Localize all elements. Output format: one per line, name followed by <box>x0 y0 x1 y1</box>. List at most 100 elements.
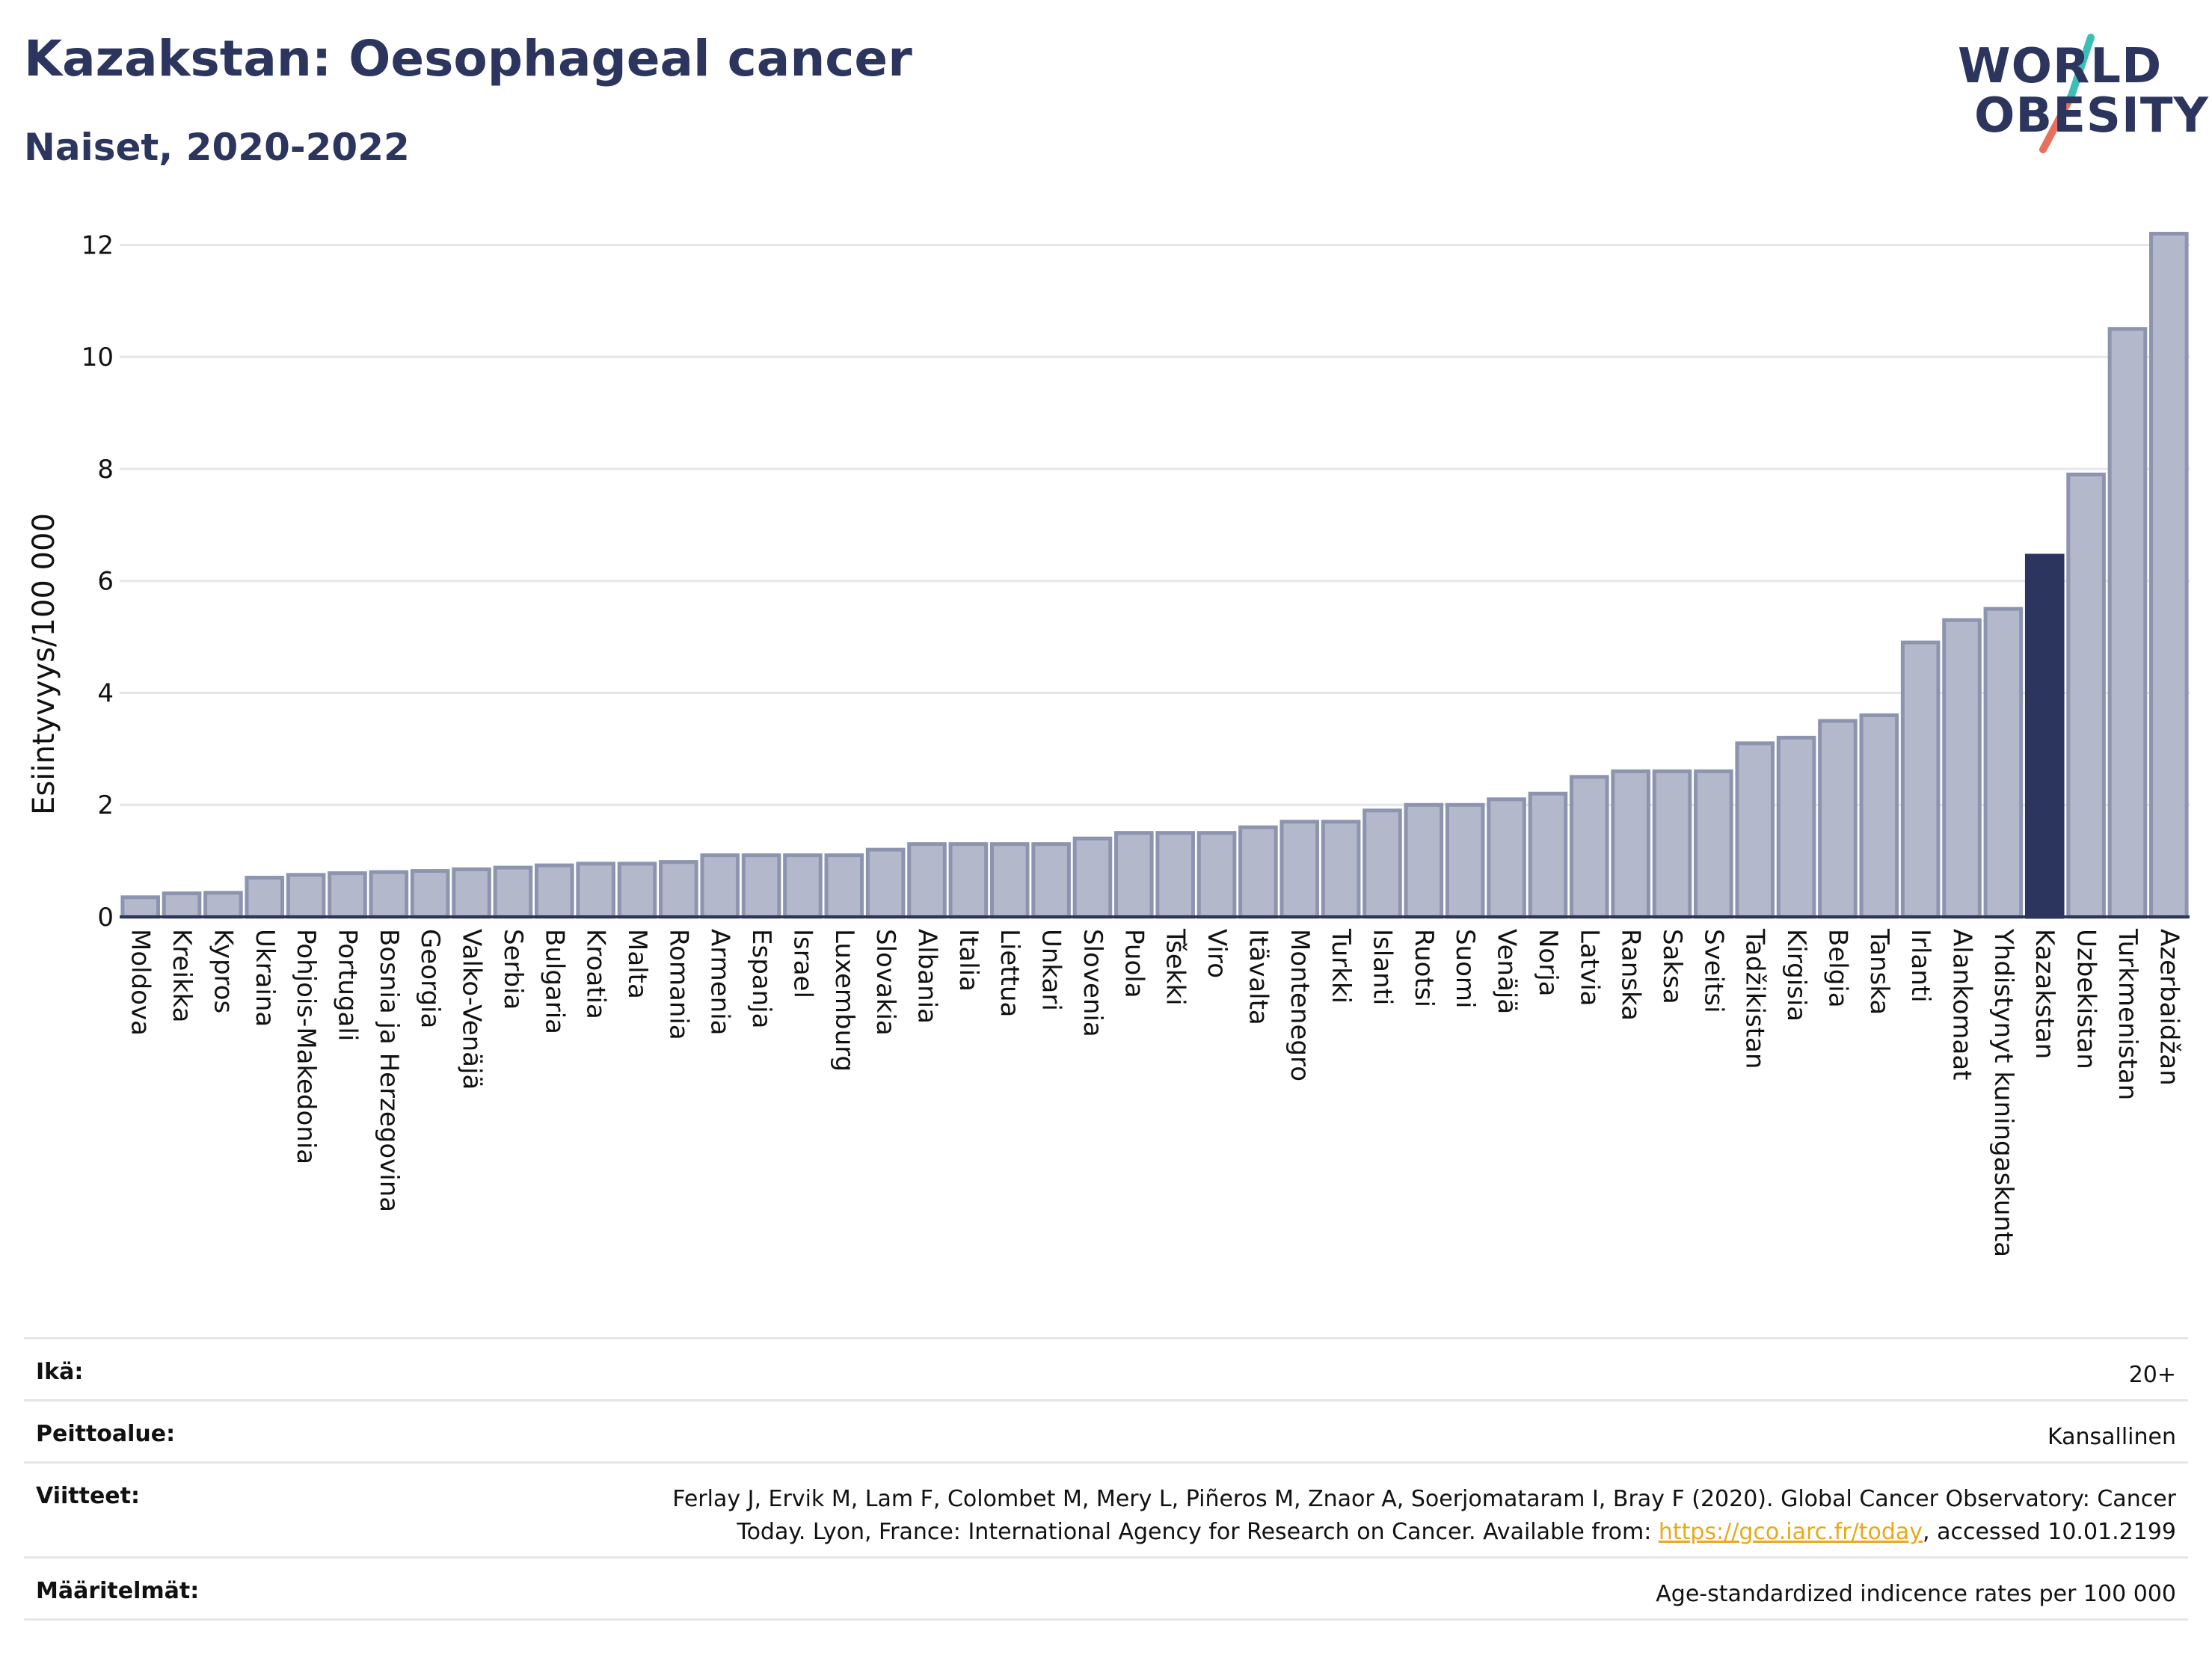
x-tick-label: Belgia <box>1822 929 1852 1008</box>
y-tick-label: 8 <box>97 455 114 485</box>
bar-espanja[interactable] <box>741 853 781 919</box>
x-tick-label: Slovakia <box>870 929 900 1036</box>
bar-suomi[interactable] <box>1445 802 1485 919</box>
x-tick-label: Israel <box>787 929 817 998</box>
bar-viro[interactable] <box>1196 831 1237 919</box>
x-tick-label: Saksa <box>1657 929 1687 1004</box>
bar-malta[interactable] <box>617 862 657 919</box>
bar-venäjä[interactable] <box>1487 797 1526 919</box>
bar-luxemburg[interactable] <box>824 853 864 919</box>
bar-israel[interactable] <box>783 853 823 919</box>
info-value-coverage: Kansallinen <box>2047 1424 2176 1450</box>
x-tick-label: Yhdistynyt kuningaskunta <box>1988 928 2018 1257</box>
logo-text-obesity: OBESITY <box>1974 88 2209 144</box>
bar-irlanti[interactable] <box>1900 640 1941 919</box>
x-tick-label: Norja <box>1533 929 1563 997</box>
bar-albania[interactable] <box>907 842 947 919</box>
bar-belgia[interactable] <box>1818 719 1858 919</box>
info-label-age: Ikä: <box>36 1359 84 1385</box>
bar-bulgaria[interactable] <box>534 863 574 919</box>
x-tick-label: Alankomaat <box>1947 929 1977 1081</box>
bar-romania[interactable] <box>659 860 698 919</box>
bar-kypros[interactable] <box>203 891 243 919</box>
bar-islanti[interactable] <box>1362 808 1402 919</box>
x-tick-label: Moldova <box>126 929 156 1036</box>
bar-ukraina[interactable] <box>245 876 285 919</box>
x-tick-label: Tšekki <box>1161 928 1191 1006</box>
bar-saksa[interactable] <box>1652 769 1692 919</box>
bar-tadžikistan[interactable] <box>1735 741 1775 919</box>
x-tick-label: Islanti <box>1367 929 1397 1005</box>
bar-moldova[interactable] <box>120 895 160 919</box>
x-tick-label: Montenegro <box>1285 929 1315 1081</box>
x-tick-label: Latvia <box>1574 929 1604 1007</box>
bar-tanska[interactable] <box>1859 713 1899 919</box>
bar-puola[interactable] <box>1114 831 1154 919</box>
x-tick-label: Sveitsi <box>1698 929 1728 1013</box>
bar-armenia[interactable] <box>700 853 740 919</box>
y-tick-label: 6 <box>97 567 114 597</box>
reference-link[interactable]: https://gco.iarc.fr/today <box>1658 1519 1923 1545</box>
bar-slovenia[interactable] <box>1072 836 1113 919</box>
bar-turkmenistan[interactable] <box>2107 327 2148 919</box>
bar-montenegro[interactable] <box>1279 820 1320 919</box>
x-tick-label: Tadžikistan <box>1740 928 1770 1069</box>
x-tick-label: Portugali <box>332 929 362 1041</box>
info-row-age: Ikä: 20+ <box>24 1337 2188 1399</box>
x-tick-label: Viro <box>1202 929 1232 978</box>
bar-sveitsi[interactable] <box>1694 769 1733 919</box>
bar-bosnia-ja-herzegovina[interactable] <box>369 870 409 919</box>
bar-latvia[interactable] <box>1569 775 1609 919</box>
x-tick-label: Valko-Venäjä <box>457 929 487 1090</box>
bar-yhdistynyt-kuningaskunta[interactable] <box>1983 607 2024 919</box>
bar-kirgisia[interactable] <box>1776 735 1816 919</box>
bar-chart: 0 2 4 6 8 10 12 Moldova Kreikka Kypros Ukraina Pohj… <box>27 230 2190 1257</box>
x-tick-label: Romania <box>663 929 693 1040</box>
bar-norja[interactable] <box>1528 791 1568 919</box>
x-tick-label: Turkki <box>1326 928 1356 1004</box>
x-tick-label: Armenia <box>705 929 735 1036</box>
x-tick-label: Kirgisia <box>1781 929 1811 1022</box>
bar-kroatia[interactable] <box>576 862 615 919</box>
bar-ruotsi[interactable] <box>1404 802 1444 919</box>
bar-valko-venäjä[interactable] <box>452 867 491 919</box>
y-tick-label: 2 <box>97 790 114 820</box>
x-tick-label: Georgia <box>415 929 445 1028</box>
y-tick-label: 10 <box>82 343 114 372</box>
info-row-definitions: Määritelmät: Age-standardized indicence … <box>24 1556 2188 1621</box>
bar-kreikka[interactable] <box>162 891 202 919</box>
bar-unkari[interactable] <box>1031 842 1071 919</box>
bar-tšekki[interactable] <box>1155 831 1195 919</box>
x-tick-label: Luxemburg <box>829 929 859 1072</box>
info-row-coverage: Peittoalue: Kansallinen <box>24 1399 2188 1461</box>
bar-pohjois-makedonia[interactable] <box>286 873 326 919</box>
x-tick-label: Bulgaria <box>539 929 569 1034</box>
x-tick-label: Itävalta <box>1243 929 1273 1025</box>
x-tick-label: Espanja <box>746 929 776 1028</box>
x-tick-label: Ruotsi <box>1409 929 1439 1007</box>
bar-azerbaidžan[interactable] <box>2149 231 2189 919</box>
x-tick-label: Tanska <box>1864 928 1894 1015</box>
bar-serbia[interactable] <box>493 865 533 919</box>
x-tick-label: Puola <box>1119 929 1149 998</box>
reference-text-post: , accessed 10.01.2199 <box>1923 1519 2176 1545</box>
bar-slovakia[interactable] <box>865 847 906 919</box>
info-value-references: Ferlay J, Ervik M, Lam F, Colombet M, Me… <box>24 1464 2188 1549</box>
x-tick-label: Bosnia ja Herzegovina <box>374 929 404 1212</box>
bar-portugali[interactable] <box>328 871 367 919</box>
x-tick-label: Uzbekistan <box>2071 929 2101 1069</box>
bar-turkki[interactable] <box>1321 820 1361 919</box>
bar-ranska[interactable] <box>1611 769 1650 919</box>
reference-text-pre: Today. Lyon, France: International Agenc… <box>737 1519 1659 1545</box>
bar-itävalta[interactable] <box>1238 825 1278 919</box>
x-tick-label: Italia <box>953 929 983 992</box>
bar-alankomaat[interactable] <box>1942 618 1982 919</box>
bar-kazakstan[interactable] <box>2024 553 2065 919</box>
bar-georgia[interactable] <box>410 869 450 919</box>
x-tick-label: Slovenia <box>1078 929 1107 1037</box>
bar-uzbekistan[interactable] <box>2066 472 2106 919</box>
x-tick-label: Suomi <box>1450 929 1480 1009</box>
x-tick-label: Liettua <box>995 929 1024 1017</box>
bar-italia[interactable] <box>948 842 989 919</box>
bar-liettua[interactable] <box>989 842 1030 919</box>
